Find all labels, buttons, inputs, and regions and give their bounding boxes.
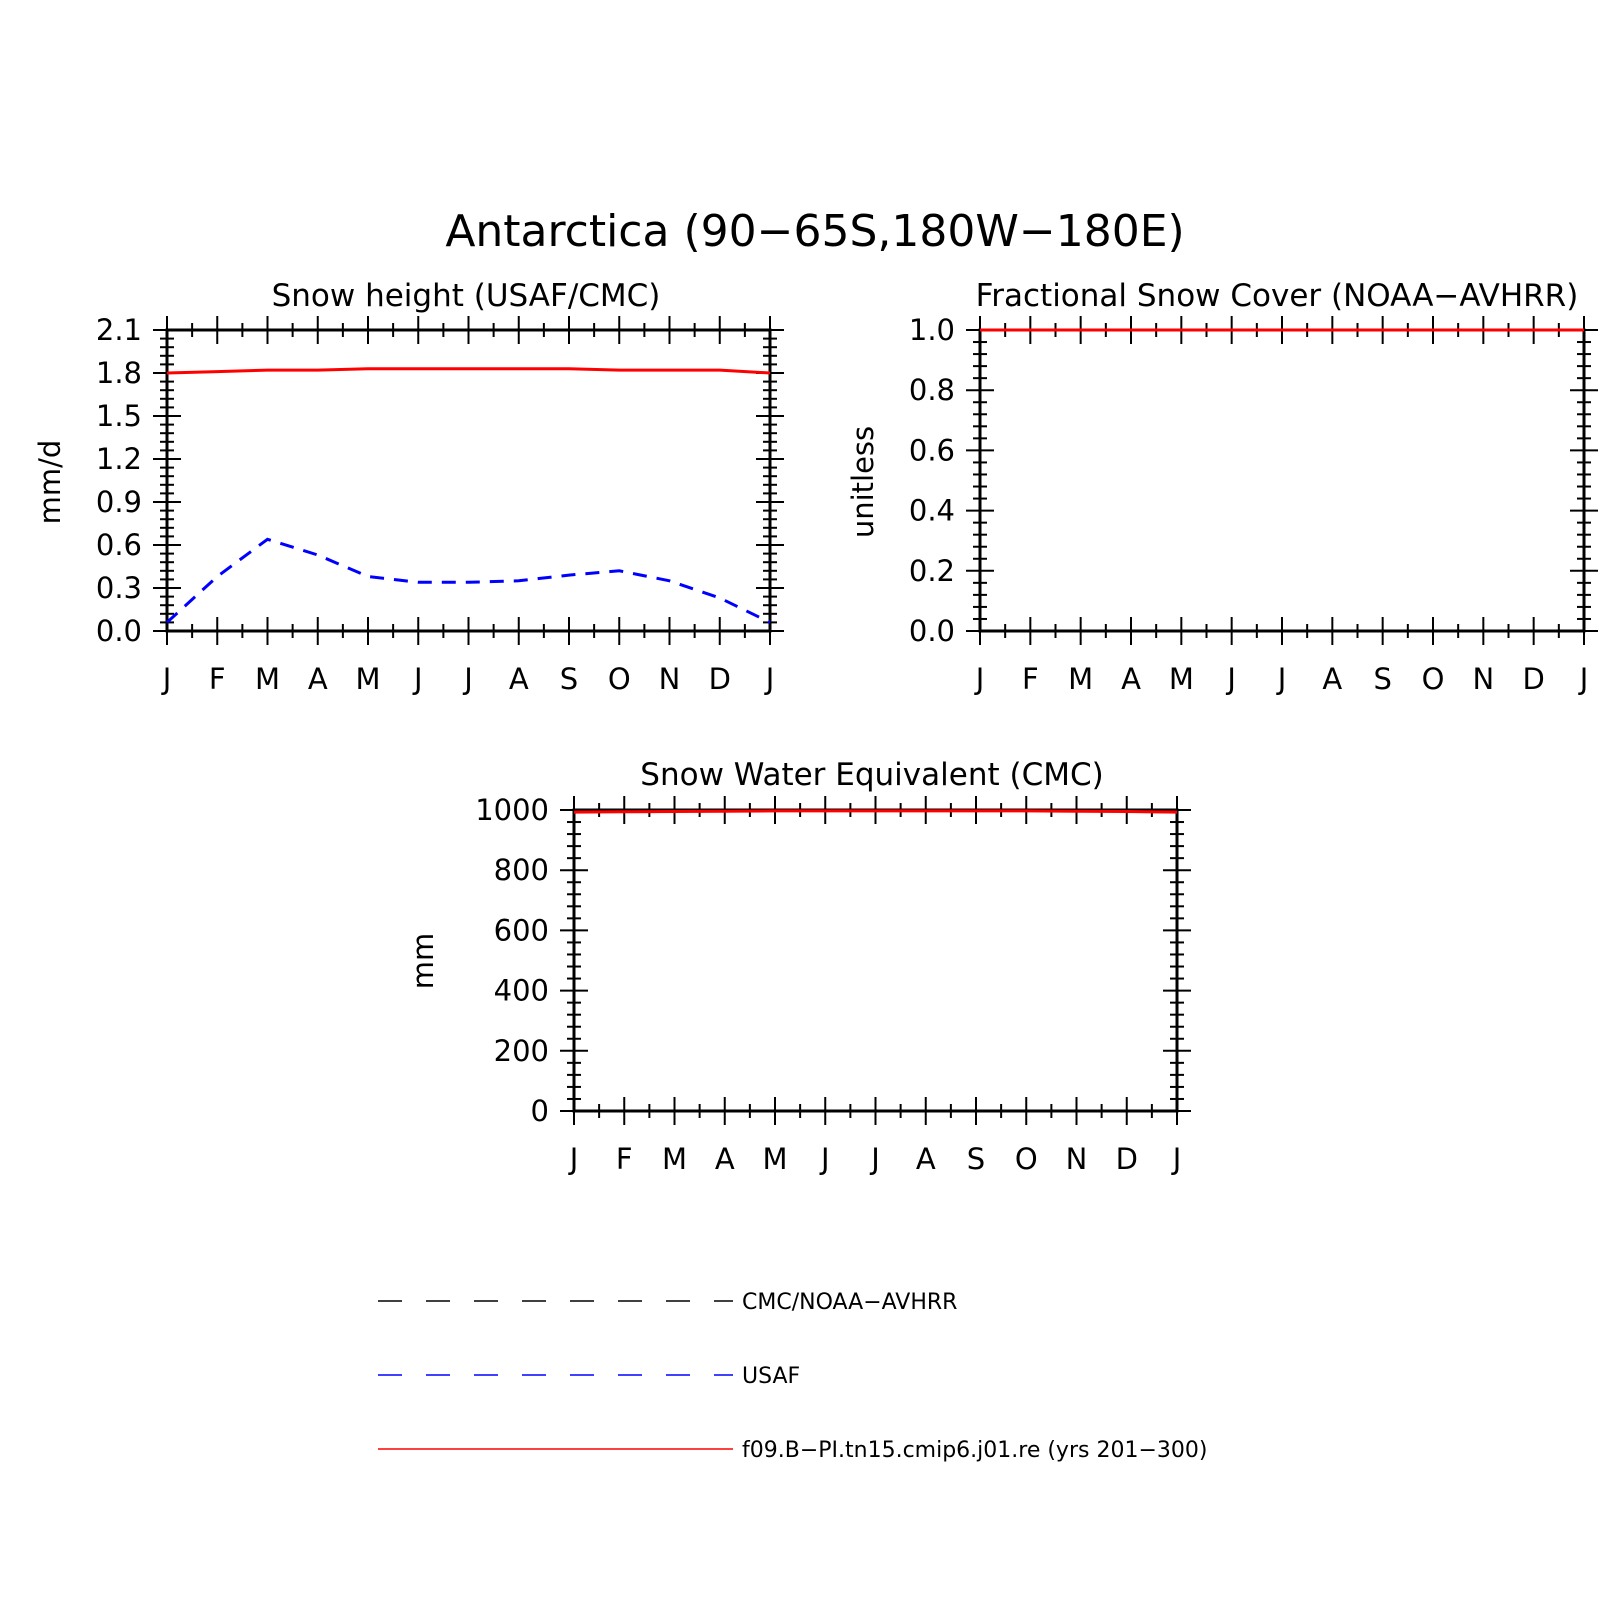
snow-water-equivalent-xtick-label: A (916, 1142, 936, 1176)
snow-height-xtick-label: D (709, 662, 731, 696)
snow-water-equivalent-xtick-label: S (967, 1142, 985, 1176)
legend-label-cmc: CMC/NOAA−AVHRR (742, 1290, 957, 1315)
fractional-snow-cover-xtick-label: A (1322, 662, 1342, 696)
fractional-snow-cover-xtick-label: J (1578, 662, 1589, 696)
snow-height-series-usaf (165, 537, 771, 624)
snow-height-title: Snow height (USAF/CMC) (272, 278, 661, 314)
snow-water-equivalent-xtick-label: O (1015, 1142, 1038, 1176)
snow-water-equivalent-xtick-label: A (715, 1142, 735, 1176)
fractional-snow-cover-xtick-label: O (1422, 662, 1445, 696)
fractional-snow-cover-series-group (979, 328, 1585, 633)
fractional-snow-cover-ytick-label: 0.4 (909, 494, 955, 528)
fractional-snow-cover-panel: Fractional Snow Cover (NOAA−AVHRR) unitl… (846, 278, 1598, 696)
snow-water-equivalent-series-f09-b-pi-tn15-cmip6-j01-re-yrs-201-300 (573, 809, 1178, 814)
snow-height-axes: J F M A M J J A S O N D J0.00.30.60.91.21.51.82.1 (96, 313, 784, 696)
snow-water-equivalent-xtick-label: D (1116, 1142, 1138, 1176)
fractional-snow-cover-plot-frame (978, 328, 1586, 633)
snow-height-xtick-label: J (764, 662, 775, 696)
snow-height-xtick-label: J (161, 662, 172, 696)
snow-height-xtick-label: S (560, 662, 578, 696)
snow-height-ytick-label: 1.2 (96, 442, 142, 476)
legend-item-cmc: CMC/NOAA−AVHRR (378, 1290, 957, 1315)
snow-height-plot-frame (165, 328, 772, 633)
snow-height-xtick-label: O (608, 662, 631, 696)
snow-height-series-group (165, 367, 771, 633)
snow-height-ytick-label: 0.6 (96, 528, 142, 562)
fractional-snow-cover-ytick-label: 0.0 (909, 614, 955, 648)
snow-water-equivalent-plot-frame (572, 808, 1179, 1113)
snow-height-xtick-label: N (659, 662, 681, 696)
snow-height-ytick-label: 1.5 (96, 399, 142, 433)
snow-water-equivalent-series-group (573, 809, 1178, 1113)
legend-label-model: f09.B−PI.tn15.cmip6.j01.re (yrs 201−300) (742, 1438, 1207, 1463)
snow-height-series-f09-b-pi-tn15-cmip6-j01-re-yrs-201-300 (166, 367, 771, 375)
fractional-snow-cover-ytick-label: 0.6 (909, 433, 955, 467)
fractional-snow-cover-xtick-label: N (1472, 662, 1494, 696)
fractional-snow-cover-xtick-label: J (1225, 662, 1236, 696)
snow-height-xtick-label: J (412, 662, 423, 696)
snow-water-equivalent-xtick-label: J (819, 1142, 830, 1176)
legend: CMC/NOAA−AVHRR USAF f09.B−PI.tn15.cmip6.… (378, 1290, 1207, 1463)
legend-label-usaf: USAF (742, 1364, 800, 1389)
fractional-snow-cover-ytick-label: 0.8 (909, 373, 955, 407)
snow-height-ylabel: mm/d (33, 440, 67, 525)
snow-water-equivalent-ytick-label: 600 (494, 913, 549, 947)
snow-height-ytick-label: 0.9 (96, 485, 142, 519)
snow-height-xtick-label: A (308, 662, 328, 696)
fractional-snow-cover-title: Fractional Snow Cover (NOAA−AVHRR) (976, 278, 1579, 314)
snow-height-xtick-label: A (509, 662, 529, 696)
legend-item-usaf: USAF (378, 1364, 800, 1389)
snow-water-equivalent-ylabel: mm (406, 933, 440, 990)
snow-water-equivalent-xtick-label: M (762, 1142, 787, 1176)
snow-height-ytick-label: 0.3 (96, 571, 142, 605)
snow-water-equivalent-xtick-label: J (568, 1142, 579, 1176)
snow-height-ytick-label: 1.8 (96, 356, 142, 390)
snow-water-equivalent-ytick-label: 0 (531, 1094, 549, 1128)
fractional-snow-cover-axes: J F M A M J J A S O N D J0.00.20.40.60.81.0 (909, 313, 1598, 696)
snow-water-equivalent-xtick-label: J (869, 1142, 880, 1176)
fractional-snow-cover-xtick-label: J (1276, 662, 1287, 696)
legend-item-model: f09.B−PI.tn15.cmip6.j01.re (yrs 201−300) (378, 1438, 1207, 1463)
snow-height-xtick-label: F (209, 662, 226, 696)
fractional-snow-cover-xtick-label: M (1169, 662, 1194, 696)
snow-height-xtick-label: J (462, 662, 473, 696)
snow-water-equivalent-xtick-label: F (616, 1142, 633, 1176)
snow-water-equivalent-title: Snow Water Equivalent (CMC) (640, 757, 1103, 793)
snow-water-equivalent-xtick-label: M (662, 1142, 687, 1176)
figure-title: Antarctica (90−65S,180W−180E) (445, 206, 1184, 257)
snow-height-ytick-label: 0.0 (96, 614, 142, 648)
fractional-snow-cover-ytick-label: 1.0 (909, 313, 955, 347)
snow-water-equivalent-xtick-label: N (1066, 1142, 1088, 1176)
fractional-snow-cover-xtick-label: M (1068, 662, 1093, 696)
snow-water-equivalent-xtick-label: J (1171, 1142, 1182, 1176)
fractional-snow-cover-ytick-label: 0.2 (909, 554, 955, 588)
fractional-snow-cover-xtick-label: A (1121, 662, 1141, 696)
snow-height-xtick-label: M (355, 662, 380, 696)
snow-water-equivalent-ytick-label: 1000 (475, 793, 549, 827)
snow-height-ytick-label: 2.1 (96, 313, 142, 347)
fractional-snow-cover-xtick-label: F (1022, 662, 1039, 696)
snow-water-equivalent-ytick-label: 400 (494, 974, 549, 1008)
snow-water-equivalent-ytick-label: 800 (494, 853, 549, 887)
snow-height-xtick-label: M (255, 662, 280, 696)
snow-water-equivalent-ytick-label: 200 (494, 1034, 549, 1068)
fractional-snow-cover-ylabel: unitless (846, 426, 880, 538)
fractional-snow-cover-xtick-label: D (1522, 662, 1544, 696)
fractional-snow-cover-xtick-label: S (1373, 662, 1391, 696)
fractional-snow-cover-xtick-label: J (974, 662, 985, 696)
